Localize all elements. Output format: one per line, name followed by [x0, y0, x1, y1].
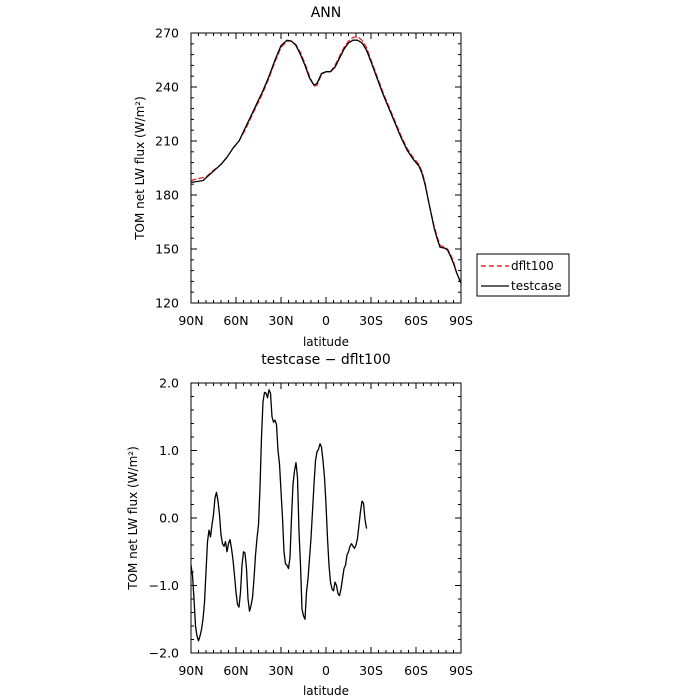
legend: dflt100 testcase — [476, 253, 570, 297]
top-x-axis-label: latitude — [303, 335, 349, 349]
top-y-tick-label: 120 — [155, 296, 179, 311]
top-x-axis: 90N 60N 30N 0 30S 60S 90S — [178, 33, 473, 328]
panel-bottom: testcase − dflt100 90N 60N 30N 0 30S 60S 90S −… — [126, 352, 473, 698]
bottom-x-tick-label: 30S — [359, 663, 383, 678]
top-plot-area — [190, 35, 462, 284]
bottom-y-axis: −2.0 −1.0 0.0 1.0 2.0 — [149, 376, 461, 661]
legend-label-dflt100: dflt100 — [511, 259, 554, 273]
bottom-y-tick-label: −2.0 — [149, 646, 179, 661]
bottom-y-tick-label: 0.0 — [159, 511, 179, 526]
top-x-tick-label: 90N — [178, 313, 203, 328]
bottom-y-tick-label: 1.0 — [159, 443, 179, 458]
top-chart-title: ANN — [311, 5, 342, 21]
top-y-tick-label: 180 — [155, 188, 179, 203]
top-series-line-testcase — [190, 39, 462, 284]
bottom-x-axis-label: latitude — [303, 684, 349, 698]
top-y-tick-label: 150 — [155, 242, 179, 257]
bottom-x-tick-label: 90N — [178, 663, 203, 678]
bottom-x-tick-label: 60N — [223, 663, 248, 678]
top-x-tick-label: 60N — [223, 313, 248, 328]
top-y-axis-label: TOM net LW flux (W/m²) — [133, 96, 147, 241]
bottom-x-tick-label: 60S — [404, 663, 428, 678]
bottom-chart-title: testcase − dflt100 — [261, 352, 391, 368]
legend-box — [476, 253, 570, 297]
top-x-tick-label: 30N — [268, 313, 293, 328]
top-x-tick-label: 30S — [359, 313, 383, 328]
bottom-y-tick-label: −1.0 — [149, 578, 179, 593]
legend-label-testcase: testcase — [511, 279, 562, 293]
panel-top: ANN 90N 60N 30N 0 30S 60S 90S 120 150 180 210 240 2… — [133, 5, 570, 349]
bottom-y-axis-label: TOM net LW flux (W/m²) — [126, 446, 140, 591]
top-y-tick-label: 210 — [155, 134, 179, 149]
top-y-tick-label: 240 — [155, 80, 179, 95]
top-x-tick-label: 90S — [449, 313, 473, 328]
bottom-x-tick-label: 0 — [322, 663, 330, 678]
bottom-x-tick-label: 90S — [449, 663, 473, 678]
bottom-plot-area — [190, 389, 368, 642]
top-x-tick-label: 60S — [404, 313, 428, 328]
bottom-x-tick-label: 30N — [268, 663, 293, 678]
top-y-tick-label: 270 — [155, 26, 179, 41]
bottom-series-line-difference — [190, 389, 368, 642]
bottom-y-tick-label: 2.0 — [159, 376, 179, 391]
bottom-x-axis: 90N 60N 30N 0 30S 60S 90S — [178, 383, 473, 678]
top-x-tick-label: 0 — [322, 313, 330, 328]
top-y-axis: 120 150 180 210 240 270 — [155, 26, 461, 311]
top-series-line-dflt100 — [190, 35, 462, 284]
